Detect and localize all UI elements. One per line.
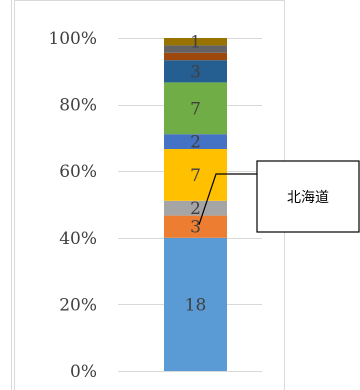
bar-segment [164,52,227,61]
segment-value-label: 18 [185,295,207,315]
bar-segment [164,60,227,83]
bar-segment [164,134,227,149]
bar-segment [164,45,227,53]
segment-value-label: 2 [190,133,201,153]
y-tick-label: 40% [59,229,97,249]
callout-leader-line [198,173,257,225]
y-tick-label: 0% [70,362,97,382]
segment-value-label: 1 [190,33,201,53]
segment-value-label: 7 [190,166,201,186]
y-tick-label: 60% [59,162,97,182]
y-tick-label: 100% [48,29,97,49]
callout-label: 北海道 [287,190,329,206]
y-axis-tick-labels: 0% 20% 40% 60% 80% 100% [48,29,97,382]
callout-box [256,160,360,233]
bar-segment [164,215,227,238]
segment-value-label: 7 [190,99,201,119]
y-tick-label: 80% [59,96,97,116]
segment-value-label: 3 [190,218,201,238]
bar-segment [164,237,227,371]
bar-segment [164,38,227,46]
bar-segment [164,82,227,135]
stacked-bar [164,38,227,371]
bar-segment [164,200,227,216]
bar-segment [164,149,227,201]
segment-value-label: 2 [190,199,201,219]
callout: 北海道 [198,160,360,233]
y-tick-label: 20% [59,295,97,315]
segment-value-label: 3 [190,62,201,82]
